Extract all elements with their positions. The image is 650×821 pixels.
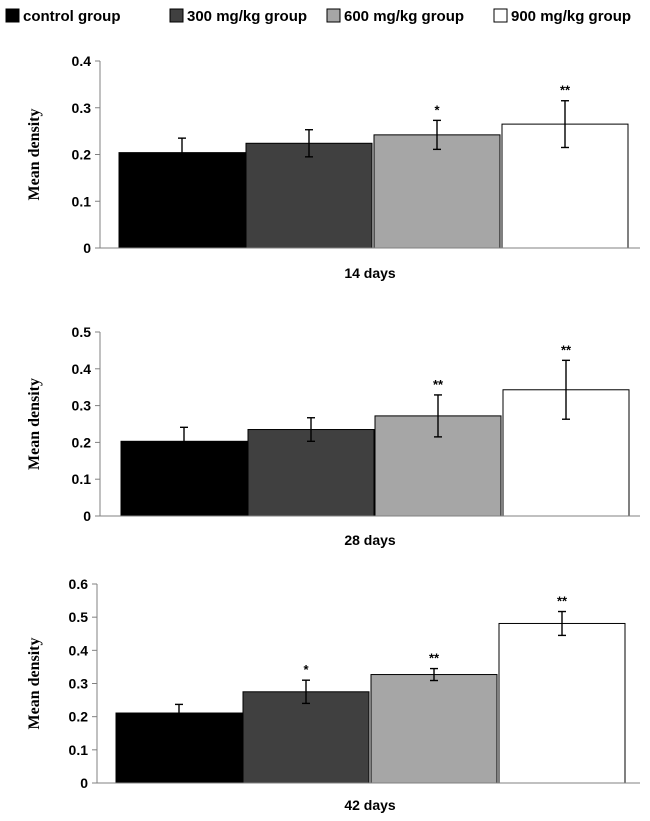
bar bbox=[118, 152, 246, 249]
y-tick-label: 0.3 bbox=[72, 100, 92, 116]
legend-item: control group bbox=[5, 8, 121, 25]
legend-label: 300 mg/kg group bbox=[187, 8, 307, 25]
bar bbox=[115, 712, 243, 784]
significance-marker: ** bbox=[560, 83, 571, 98]
x-axis-label: 28 days bbox=[344, 532, 396, 548]
x-axis-label: 14 days bbox=[344, 265, 396, 281]
x-axis-label: 42 days bbox=[344, 797, 396, 813]
legend-item: 300 mg/kg group bbox=[169, 8, 307, 25]
y-tick-label: 0 bbox=[83, 240, 91, 256]
legend-swatch bbox=[169, 8, 184, 23]
legend-label: control group bbox=[23, 8, 121, 25]
y-tick-label: 0.6 bbox=[69, 576, 89, 592]
y-tick-label: 0.1 bbox=[72, 193, 92, 209]
bar bbox=[370, 674, 498, 784]
significance-marker: ** bbox=[433, 377, 444, 392]
y-tick-label: 0.2 bbox=[72, 147, 92, 163]
y-axis-label: Mean density bbox=[26, 378, 43, 470]
y-tick-label: 0.2 bbox=[72, 434, 92, 450]
y-tick-label: 0 bbox=[80, 775, 88, 791]
y-tick-label: 0.5 bbox=[72, 324, 92, 340]
bar bbox=[373, 134, 501, 249]
legend-swatch bbox=[5, 8, 20, 23]
y-tick-label: 0.4 bbox=[72, 361, 92, 377]
y-tick-label: 0.4 bbox=[72, 53, 92, 69]
y-tick-label: 0.1 bbox=[69, 742, 89, 758]
bar bbox=[245, 142, 373, 249]
y-axis-label: Mean density bbox=[26, 109, 43, 201]
bar bbox=[247, 429, 375, 517]
legend-label: 600 mg/kg group bbox=[344, 8, 464, 25]
bar bbox=[242, 691, 370, 784]
y-tick-label: 0.3 bbox=[69, 676, 89, 692]
legend-item: 600 mg/kg group bbox=[326, 8, 464, 25]
legend: control group 300 mg/kg group 600 mg/kg gr… bbox=[5, 8, 631, 25]
significance-marker: * bbox=[303, 662, 309, 677]
bar bbox=[498, 622, 626, 784]
legend-label: 900 mg/kg group bbox=[511, 8, 631, 25]
y-tick-label: 0 bbox=[83, 508, 91, 524]
significance-marker: ** bbox=[429, 651, 440, 666]
chart-panel: ** ** 0 0.1 0.2 0.3 0.4 0.5 Mean density 28 days bbox=[26, 324, 640, 548]
y-tick-label: 0.2 bbox=[69, 709, 89, 725]
y-tick-label: 0.4 bbox=[69, 642, 89, 658]
y-tick-label: 0.3 bbox=[72, 398, 92, 414]
significance-marker: ** bbox=[557, 594, 568, 609]
legend-swatch bbox=[493, 8, 508, 23]
legend-swatch bbox=[326, 8, 341, 23]
significance-marker: ** bbox=[561, 342, 572, 357]
y-tick-label: 0.5 bbox=[69, 609, 89, 625]
y-tick-label: 0.1 bbox=[72, 471, 92, 487]
legend-item: 900 mg/kg group bbox=[493, 8, 631, 25]
y-axis-label: Mean density bbox=[26, 638, 43, 730]
significance-marker: * bbox=[434, 102, 440, 117]
